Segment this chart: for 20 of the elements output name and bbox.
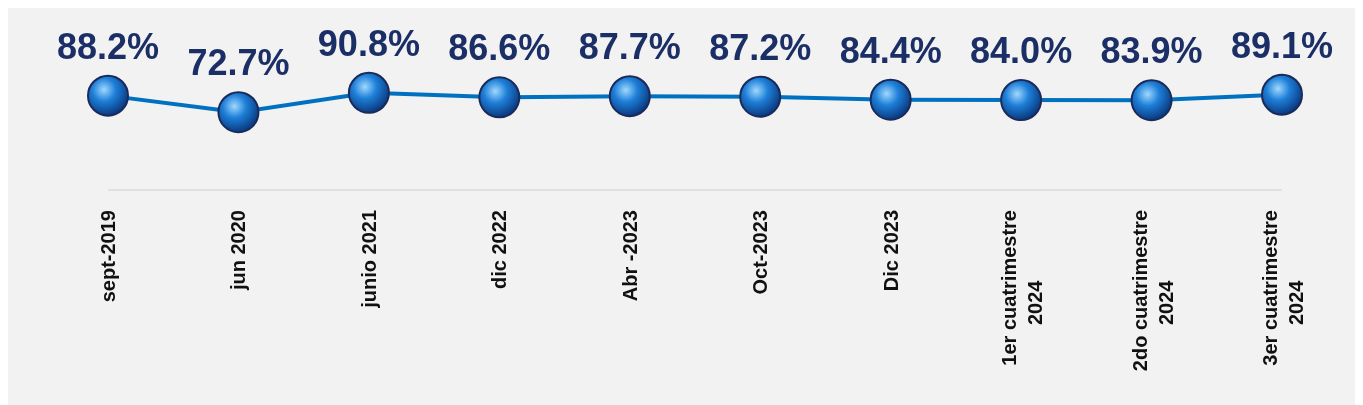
x-tick-label: Dic 2023 [879, 210, 902, 292]
x-tick-label: 1er cuatrimestre 2024 [998, 210, 1047, 366]
x-tick-label: sept-2019 [97, 210, 119, 303]
x-tick-label: 3er cuatrimestre 2024 [1259, 210, 1307, 366]
data-label: 87.7% [578, 26, 681, 68]
data-label: 90.8% [317, 22, 420, 64]
data-label: 88.2% [56, 25, 160, 67]
data-label: 83.9% [1100, 30, 1203, 72]
data-label: 84.4% [839, 29, 942, 71]
x-tick-label: junio 2021 [357, 210, 380, 309]
x-tick-label: Abr -2023 [618, 210, 641, 302]
data-label: 87.2% [709, 26, 812, 68]
data-label: 86.6% [448, 27, 551, 69]
data-label: 72.7% [187, 42, 290, 84]
data-label: 89.1% [1230, 24, 1334, 66]
x-tick-label: 2do cuatrimestre 2024 [1128, 210, 1177, 372]
x-tick-label: jun 2020 [227, 210, 250, 292]
data-label: 84.0% [970, 30, 1073, 72]
x-tick-label: Oct-2023 [749, 210, 772, 295]
x-tick-label: dic 2022 [488, 210, 511, 289]
